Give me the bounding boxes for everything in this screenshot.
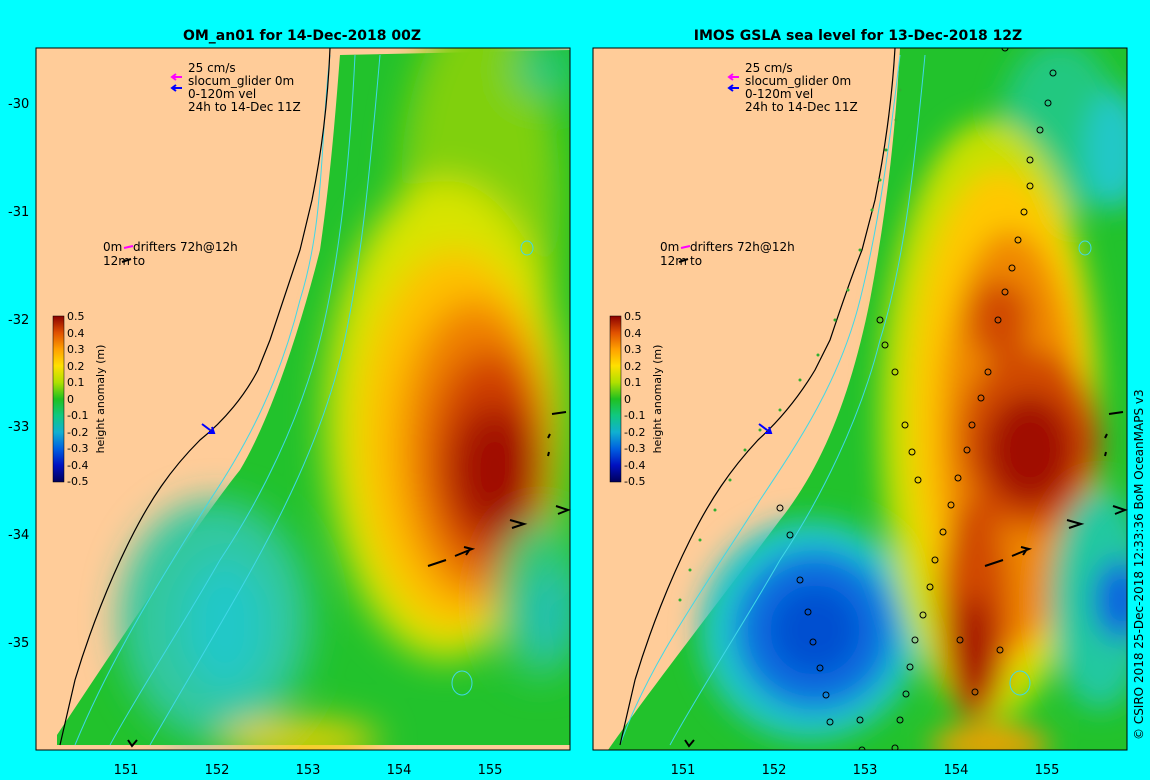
drifter-to-text: to bbox=[690, 254, 702, 268]
left-colorbar: 0.5 0.4 0.3 0.2 0.1 0 -0.1 -0.2 -0.3 -0.… bbox=[52, 310, 107, 488]
legend-vel-text: 0-120m vel bbox=[745, 87, 813, 101]
right-map-panel: IMOS GSLA sea level for 13-Dec-2018 12Z bbox=[592, 28, 1146, 778]
cb-tick: -0.2 bbox=[624, 426, 645, 439]
cb-tick: 0.1 bbox=[67, 376, 85, 389]
right-lon-ticks: 151 152 153 154 155 bbox=[671, 763, 1060, 778]
legend-glider-text: slocum_glider 0m bbox=[188, 74, 294, 88]
lon-tick-152: 152 bbox=[762, 763, 787, 778]
cb-tick: 0.2 bbox=[624, 360, 642, 373]
right-legend: 25 cm/s slocum_glider 0m 0-120m vel 24h … bbox=[660, 61, 858, 268]
drifter-depth-bottom: 12m bbox=[660, 254, 687, 268]
credit-text: © CSIRO 2018 25-Dec-2018 12:33:36 BoM Oc… bbox=[1132, 389, 1146, 740]
cb-tick: -0.2 bbox=[67, 426, 88, 439]
cb-tick: -0.4 bbox=[624, 459, 645, 472]
drifter-12m-arrow-icon bbox=[121, 258, 132, 263]
lat-tick-34: -34 bbox=[8, 528, 29, 543]
lon-tick-153: 153 bbox=[296, 763, 321, 778]
drifter-label: drifters 72h@12h bbox=[133, 240, 238, 254]
lat-tick-31: -31 bbox=[8, 205, 29, 220]
glider-arrow-icon bbox=[170, 73, 182, 81]
cb-tick: 0.4 bbox=[67, 327, 85, 340]
right-vectors bbox=[684, 411, 1128, 748]
cb-tick: 0.5 bbox=[67, 310, 85, 323]
cb-tick: -0.1 bbox=[67, 409, 88, 422]
right-panel-title: IMOS GSLA sea level for 13-Dec-2018 12Z bbox=[694, 28, 1022, 44]
legend-window-text: 24h to 14-Dec 11Z bbox=[188, 100, 301, 114]
drifter-depth-top: 0m bbox=[103, 240, 122, 254]
cb-tick: 0 bbox=[624, 393, 631, 406]
cb-tick: 0.3 bbox=[67, 343, 85, 356]
colorbar-gradient bbox=[609, 315, 622, 483]
altimeter-stations bbox=[776, 48, 1057, 750]
drifter-surface-arrow-icon bbox=[680, 245, 691, 249]
cb-tick: 0.3 bbox=[624, 343, 642, 356]
lat-tick-33: -33 bbox=[8, 420, 29, 435]
lon-tick-152: 152 bbox=[205, 763, 230, 778]
cb-tick: 0.1 bbox=[624, 376, 642, 389]
left-lat-ticks: -30 -31 -32 -33 -34 -35 bbox=[8, 97, 29, 651]
cb-tick: 0.2 bbox=[67, 360, 85, 373]
lon-tick-155: 155 bbox=[478, 763, 503, 778]
legend-vel-text: 0-120m vel bbox=[188, 87, 256, 101]
cb-tick: 0.4 bbox=[624, 327, 642, 340]
left-anomaly-field bbox=[57, 48, 570, 750]
drifter-depth-top: 0m bbox=[660, 240, 679, 254]
cb-tick: 0 bbox=[67, 393, 74, 406]
lat-tick-35: -35 bbox=[8, 636, 29, 651]
velocity-arrow-icon bbox=[170, 84, 182, 92]
lat-tick-30: -30 bbox=[8, 97, 29, 112]
drifter-label: drifters 72h@12h bbox=[690, 240, 795, 254]
right-anomaly-field bbox=[608, 48, 1127, 750]
legend-scale-text: 25 cm/s bbox=[745, 61, 793, 75]
colorbar-gradient bbox=[52, 315, 65, 483]
left-lon-ticks: 151 152 153 154 155 bbox=[114, 763, 503, 778]
left-panel-title: OM_an01 for 14-Dec-2018 00Z bbox=[183, 28, 421, 44]
lat-tick-32: -32 bbox=[8, 313, 29, 328]
cb-tick: 0.5 bbox=[624, 310, 642, 323]
drifter-depth-bottom: 12m bbox=[103, 254, 130, 268]
green-dotted-track bbox=[678, 88, 902, 602]
lon-tick-155: 155 bbox=[1035, 763, 1060, 778]
legend-scale-text: 25 cm/s bbox=[188, 61, 236, 75]
right-colorbar: 0.5 0.4 0.3 0.2 0.1 0 -0.1 -0.2 -0.3 -0.… bbox=[609, 310, 664, 488]
cb-tick: -0.5 bbox=[67, 475, 88, 488]
velocity-arrow-icon bbox=[727, 84, 739, 92]
cb-tick: -0.1 bbox=[624, 409, 645, 422]
cb-tick: -0.3 bbox=[624, 442, 645, 455]
colorbar-label: height anomaly (m) bbox=[94, 345, 107, 454]
lon-tick-154: 154 bbox=[387, 763, 412, 778]
colorbar-label: height anomaly (m) bbox=[651, 345, 664, 454]
legend-glider-text: slocum_glider 0m bbox=[745, 74, 851, 88]
cb-tick: -0.3 bbox=[67, 442, 88, 455]
cb-tick: -0.4 bbox=[67, 459, 88, 472]
lon-tick-153: 153 bbox=[853, 763, 878, 778]
left-legend: 25 cm/s slocum_glider 0m 0-120m vel 24h … bbox=[103, 61, 301, 268]
lon-tick-151: 151 bbox=[114, 763, 139, 778]
lon-tick-151: 151 bbox=[671, 763, 696, 778]
lon-tick-154: 154 bbox=[944, 763, 969, 778]
drifter-to-text: to bbox=[133, 254, 145, 268]
drifter-12m-arrow-icon bbox=[678, 258, 689, 263]
drifter-surface-arrow-icon bbox=[123, 245, 134, 249]
left-vectors bbox=[127, 411, 571, 748]
legend-window-text: 24h to 14-Dec 11Z bbox=[745, 100, 858, 114]
left-map-panel: OM_an01 for 14-Dec-2018 00Z bbox=[8, 28, 571, 778]
cb-tick: -0.5 bbox=[624, 475, 645, 488]
glider-arrow-icon bbox=[727, 73, 739, 81]
